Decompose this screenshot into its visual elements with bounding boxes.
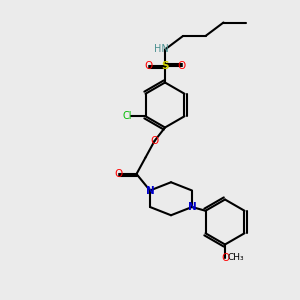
Text: O: O xyxy=(144,61,153,71)
Text: O: O xyxy=(221,253,229,263)
Text: N: N xyxy=(188,202,196,212)
Text: O: O xyxy=(114,169,123,179)
Text: CH₃: CH₃ xyxy=(227,254,244,262)
Text: O: O xyxy=(177,61,186,71)
Text: O: O xyxy=(150,136,159,146)
Text: N: N xyxy=(146,185,154,196)
Text: S: S xyxy=(161,61,169,71)
Text: HN: HN xyxy=(154,44,169,54)
Text: Cl: Cl xyxy=(123,111,132,121)
